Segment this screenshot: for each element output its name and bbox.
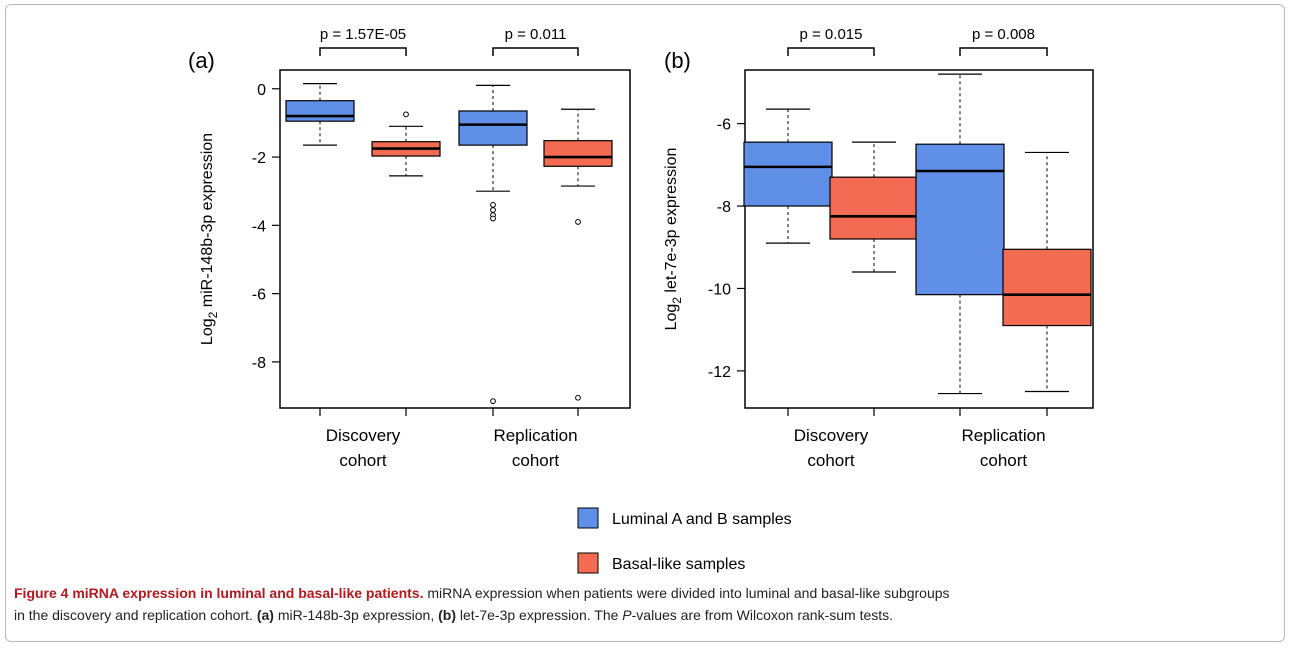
pvalue-label: p = 1.57E-05 — [320, 26, 406, 43]
caption-ref-a: (a) — [256, 607, 274, 623]
group-label-line1: Discovery — [794, 426, 869, 445]
figure-canvas: (a) 0 -2 -4 -6 -8 Log2 miR-148b-3p expression D… — [188, 26, 1094, 574]
group-label-line2: cohort — [980, 451, 1028, 470]
legend: Luminal A and B samples Basal-like sampl… — [577, 507, 792, 574]
outlier-point — [575, 394, 581, 401]
box-basal — [829, 176, 919, 240]
pvalue-label: p = 0.008 — [972, 26, 1035, 43]
caption-text-2a: in the discovery and replication cohort. — [14, 607, 253, 623]
caption-ref-b: (b) — [438, 607, 457, 623]
y-tick-label: 0 — [257, 82, 266, 99]
legend-label-luminal: Luminal A and B samples — [612, 511, 792, 528]
box-basal — [1002, 248, 1092, 327]
y-tick-label: -4 — [252, 218, 266, 235]
outlier-point — [490, 215, 496, 222]
y-tick-label: -12 — [708, 364, 731, 381]
box-luminal — [285, 100, 355, 122]
y-tick-label: -2 — [252, 150, 266, 167]
figure-caption: Figure 4 miRNA expression in luminal and… — [14, 582, 1276, 626]
group-label-line2: cohort — [807, 451, 855, 470]
plot-frame — [744, 69, 1094, 409]
panel-label: (b) — [664, 48, 691, 73]
legend-swatch-basal — [577, 552, 599, 574]
pvalue-bracket — [492, 47, 579, 56]
group-label-line1: Replication — [961, 426, 1045, 445]
outlier-point — [490, 398, 496, 405]
y-axis-label: Log2 let-7e-3p expression — [663, 148, 684, 331]
figure-frame — [5, 4, 1285, 642]
pvalue-bracket — [787, 47, 875, 56]
box-luminal — [915, 143, 1005, 296]
y-tick-label: -8 — [717, 199, 731, 216]
pvalue-bracket — [319, 47, 407, 56]
y-tick-label: -6 — [252, 287, 266, 304]
caption-text-1: miRNA expression when patients were divi… — [427, 585, 950, 601]
group-label-line1: Replication — [493, 426, 577, 445]
caption-title: Figure 4 miRNA expression in luminal and… — [14, 585, 424, 601]
caption-line-2: in the discovery and replication cohort.… — [14, 604, 1276, 626]
outlier-point — [490, 207, 496, 213]
caption-text-2c: let-7e-3p expression. The — [459, 607, 619, 623]
caption-text-2b: miR-148b-3p expression, — [277, 607, 435, 623]
group-label-line2: cohort — [339, 451, 387, 470]
pvalue-bracket — [959, 47, 1048, 56]
pvalue-label: p = 0.015 — [800, 26, 863, 43]
outlier-point — [403, 111, 409, 118]
legend-swatch-luminal — [577, 507, 599, 529]
caption-p-italic: P — [622, 607, 632, 623]
box-luminal — [743, 141, 833, 207]
pvalue-label: p = 0.011 — [505, 26, 567, 43]
caption-line-1: Figure 4 miRNA expression in luminal and… — [14, 582, 1276, 604]
outlier-point — [490, 201, 496, 208]
legend-label-basal: Basal-like samples — [612, 556, 745, 573]
box-luminal — [458, 110, 528, 146]
panel-b-chart: (b) -6 -8 -10 -12 Log2 let-7e-3p expression Di… — [663, 26, 1094, 470]
panel-label: (a) — [188, 48, 215, 73]
group-label-line2: cohort — [512, 451, 560, 470]
panel-a-chart: (a) 0 -2 -4 -6 -8 Log2 miR-148b-3p expression D… — [188, 26, 631, 470]
box-basal — [543, 140, 613, 167]
caption-text-2d: -values are from Wilcoxon rank-sum tests… — [631, 607, 894, 623]
y-tick-label: -8 — [252, 355, 266, 372]
y-tick-label: -6 — [717, 117, 731, 134]
plot-frame — [279, 69, 631, 409]
y-tick-label: -10 — [708, 281, 731, 298]
outlier-point — [575, 219, 581, 225]
y-axis-label: Log2 miR-148b-3p expression — [199, 133, 220, 345]
group-label-line1: Discovery — [326, 426, 401, 445]
